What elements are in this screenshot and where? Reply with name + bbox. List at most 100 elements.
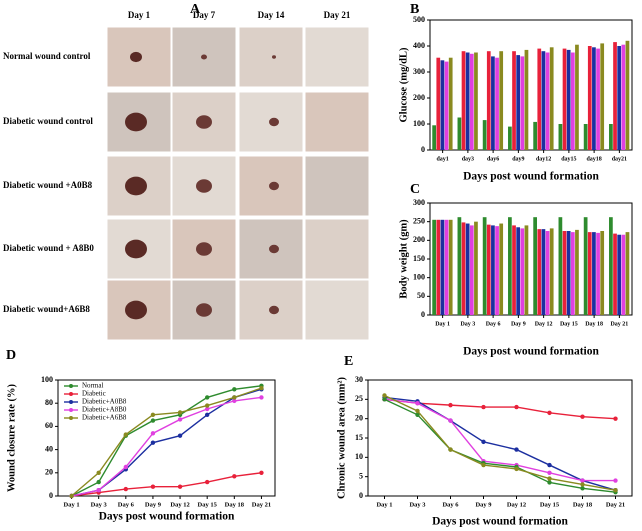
series-line: [71, 472, 262, 497]
point: [415, 408, 420, 414]
x-tick-label: day18: [586, 156, 601, 162]
wound-photo: [304, 279, 370, 341]
bar: [474, 221, 478, 315]
y-tick-label: 250: [413, 216, 425, 225]
y-tick-label: 150: [413, 254, 425, 263]
point: [514, 466, 519, 472]
bar: [575, 229, 579, 315]
point: [547, 476, 552, 481]
x-tick-label: Day 15: [540, 501, 560, 508]
point: [123, 464, 129, 470]
bar: [457, 117, 462, 150]
point: [177, 417, 183, 422]
wound-spot: [269, 244, 279, 254]
point: [481, 404, 486, 410]
point: [415, 412, 420, 417]
point: [123, 486, 129, 492]
y-tick-label: 400: [413, 41, 425, 50]
panel-label: A: [190, 2, 201, 17]
bar: [495, 57, 499, 151]
bar: [617, 46, 622, 150]
bar: [432, 125, 436, 150]
point: [448, 402, 453, 408]
series-line: [384, 398, 616, 420]
plot-frame: [429, 19, 633, 151]
point: [481, 462, 486, 468]
point: [481, 439, 486, 445]
row-label: Diabetic wound +A0B8: [3, 180, 93, 190]
y-tick-label: 50: [417, 291, 425, 300]
bar: [562, 48, 567, 150]
bar: [436, 57, 441, 151]
legend-label: Diabetic+A0B8: [82, 398, 127, 406]
bar: [499, 223, 504, 315]
bar: [495, 226, 499, 315]
x-tick-label: day9: [512, 156, 524, 162]
bar: [486, 224, 491, 315]
wound-spot: [125, 176, 147, 196]
x-tick-label: day15: [561, 156, 576, 162]
y-tick-label: 100: [41, 375, 53, 384]
point: [177, 433, 183, 438]
x-tick-label: Day 15: [560, 321, 578, 327]
wound-spot: [125, 112, 147, 132]
series-line: [71, 396, 262, 497]
point: [547, 462, 552, 468]
series-line: [71, 387, 262, 497]
row-label: Diabetic wound + A8B0: [3, 243, 94, 253]
bar: [482, 120, 487, 150]
x-tick-label: Day 18: [225, 501, 245, 508]
x-tick-label: Day 12: [507, 501, 526, 508]
bar: [596, 48, 600, 150]
point: [177, 410, 183, 415]
point: [204, 395, 210, 400]
y-tick-label: 5: [359, 471, 363, 480]
bar: [541, 51, 546, 151]
y-tick-label: 20: [45, 468, 53, 477]
x-tick-label: day1: [436, 156, 448, 162]
bar: [461, 51, 466, 151]
series-line: [384, 398, 616, 482]
legend-label: Normal: [82, 382, 103, 390]
point: [204, 406, 210, 412]
bar: [609, 124, 613, 150]
x-tick-label: day6: [487, 156, 499, 162]
y-tick-label: 0: [49, 491, 53, 500]
x-axis-label: Days post wound formation: [463, 346, 599, 358]
bar: [562, 231, 567, 315]
y-tick-label: 80: [45, 398, 53, 407]
x-tick-label: Day 1: [376, 501, 392, 508]
bar: [533, 217, 537, 315]
x-tick-label: day21: [612, 156, 627, 162]
bar: [621, 44, 626, 151]
point: [150, 431, 156, 436]
point: [204, 403, 210, 408]
bar: [491, 56, 495, 150]
bar: [613, 233, 617, 315]
point: [259, 470, 264, 475]
legend-marker: [69, 408, 73, 412]
column-header: Day 1: [128, 10, 151, 20]
bar: [436, 219, 441, 315]
bar: [570, 52, 575, 150]
point: [514, 404, 519, 410]
y-tick-label: 0: [421, 145, 425, 154]
row-label: Diabetic wound+A6B8: [3, 304, 90, 314]
point: [382, 397, 387, 402]
point: [232, 474, 237, 479]
point: [547, 470, 552, 475]
bar: [520, 56, 525, 150]
point: [580, 414, 585, 419]
y-tick-label: 0: [421, 310, 425, 319]
plot-frame: [367, 379, 633, 497]
panel-label: C: [410, 182, 420, 197]
bar: [583, 217, 588, 315]
bar: [457, 217, 462, 315]
bar: [465, 52, 470, 150]
panel-label: D: [6, 348, 16, 363]
y-tick-label: 500: [413, 15, 425, 24]
bar: [508, 217, 512, 315]
y-axis-label: Glucose (mg/dL): [398, 47, 409, 122]
wound-spot: [269, 305, 279, 315]
x-tick-label: Day 18: [585, 321, 603, 327]
